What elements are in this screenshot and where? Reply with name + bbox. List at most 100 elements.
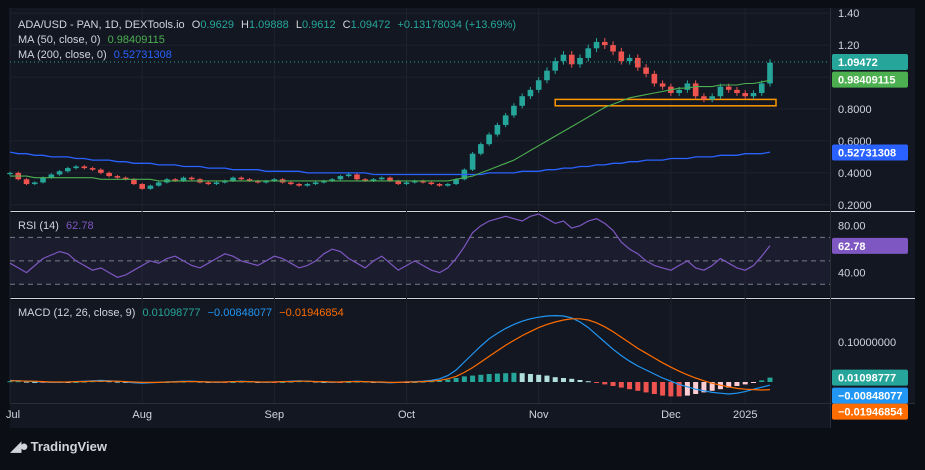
candle-body [188, 177, 195, 180]
candle-body [403, 182, 410, 185]
time-axis[interactable] [10, 403, 830, 428]
time-tick-label: Nov [529, 409, 549, 421]
macd-histogram-bar [610, 382, 616, 386]
candle-body [345, 174, 352, 177]
macd-histogram-bar [552, 377, 558, 382]
last-price-tag: 1.09472 [838, 57, 878, 69]
candle-body [618, 51, 625, 62]
candle-body [395, 180, 402, 185]
candle-body [65, 168, 71, 172]
candle-body [527, 89, 534, 97]
rsi-tick-label: 80.00 [838, 221, 866, 233]
time-tick-label: Dec [661, 409, 681, 421]
candle-body [692, 83, 699, 97]
ma50-tag-bg [832, 71, 908, 88]
candle-body [81, 166, 88, 169]
candle-body [420, 180, 426, 183]
macd-hist-tag: 0.01098777 [838, 373, 896, 385]
candle-body [114, 176, 121, 178]
macd-line-tag: −0.00848077 [838, 391, 903, 403]
low-label: L [295, 19, 302, 31]
candle-body [560, 54, 567, 62]
macd-histogram-bar [230, 382, 236, 383]
ma200-legend[interactable]: MA (200, close, 0) 0.52731308 [18, 48, 520, 63]
candle-body [659, 83, 666, 87]
candle-body [519, 96, 525, 106]
macd-histogram-bar [461, 376, 467, 382]
candle-body [221, 180, 228, 183]
macd-histogram-bar [7, 381, 13, 383]
macd-histogram-bar [651, 382, 657, 394]
candle-body [263, 180, 269, 183]
macd-histogram-bar [527, 374, 533, 382]
rsi-tag-bg [832, 237, 908, 254]
tradingview-logo[interactable]: ◢● TradingView [10, 437, 107, 455]
candle-body [568, 54, 575, 65]
candle-body [544, 70, 550, 81]
macd-signal-tag: −0.01946854 [838, 407, 903, 419]
time-tick-label: Jul [6, 409, 20, 421]
candle-body [478, 144, 484, 154]
macd-histogram-bar [767, 377, 773, 382]
macd-histogram-bar [569, 378, 575, 382]
macd-tick-label: 0.10000000 [838, 337, 896, 349]
candle-body [734, 89, 740, 94]
price-tick-label: 0.4000 [838, 168, 872, 180]
candle-body [635, 57, 641, 68]
macd-line-tag-bg [832, 387, 908, 404]
macd-legend[interactable]: MACD (12, 26, close, 9) 0.01098777 −0.00… [18, 306, 348, 321]
candle-body [453, 179, 459, 185]
ma200-label: MA (200, close, 0) [18, 49, 107, 61]
candle-body [535, 80, 542, 90]
candle-body [172, 179, 179, 181]
candle-body [321, 180, 327, 183]
candle-body [370, 179, 377, 181]
macd-histogram-bar [32, 382, 38, 383]
time-tick-label: Oct [398, 409, 415, 421]
candle-body [436, 184, 443, 186]
candle-body [701, 96, 707, 100]
macd-histogram-bar [15, 381, 21, 383]
candle-body [742, 93, 749, 97]
open-value: 0.9629 [200, 19, 234, 31]
macd-histogram-bar [602, 382, 608, 385]
macd-hist-value: 0.01098777 [142, 307, 201, 319]
candle-body [585, 48, 592, 58]
ma50-legend[interactable]: MA (50, close, 0) 0.98409115 [18, 33, 520, 48]
rsi-tick-label: 40.00 [838, 268, 866, 280]
macd-histogram-bar [24, 381, 30, 383]
candle-body [31, 182, 38, 185]
macd-histogram-bar [437, 380, 443, 382]
candle-body [40, 177, 46, 183]
macd-histogram-bar [684, 382, 690, 396]
candle-body [213, 182, 220, 185]
macd-signal-line [10, 318, 771, 391]
macd-histogram-bar [519, 373, 525, 382]
high-value: 1.09888 [248, 19, 289, 31]
candle-body [288, 182, 294, 185]
price-tick-label: 0.2000 [838, 200, 872, 212]
candle-body [122, 177, 129, 180]
macd-histogram-bar [536, 374, 542, 382]
candle-body [626, 57, 633, 62]
candle-body [147, 185, 154, 189]
tradingview-logo-text: TradingView [30, 438, 107, 454]
low-value: 0.9612 [301, 19, 336, 31]
macd-histogram-bar [511, 372, 517, 382]
candle-body [643, 67, 649, 74]
candle-body [180, 177, 187, 181]
candle-body [304, 184, 311, 186]
candle-body [411, 180, 418, 183]
rsi-pane[interactable] [10, 213, 830, 297]
candle-body [238, 177, 245, 180]
candle-body [758, 83, 765, 94]
symbol-label[interactable]: ADA/USD - PAN, 1D, DEXTools.io [18, 19, 185, 31]
time-tick-label: Aug [132, 409, 152, 421]
candle-body [73, 166, 79, 169]
rsi-legend[interactable]: RSI (14) 62.78 [18, 219, 98, 234]
macd-histogram-bar [693, 382, 699, 394]
candle-body [684, 83, 691, 90]
ma50-label: MA (50, close, 0) [18, 34, 101, 46]
rsi-line [9, 213, 771, 278]
